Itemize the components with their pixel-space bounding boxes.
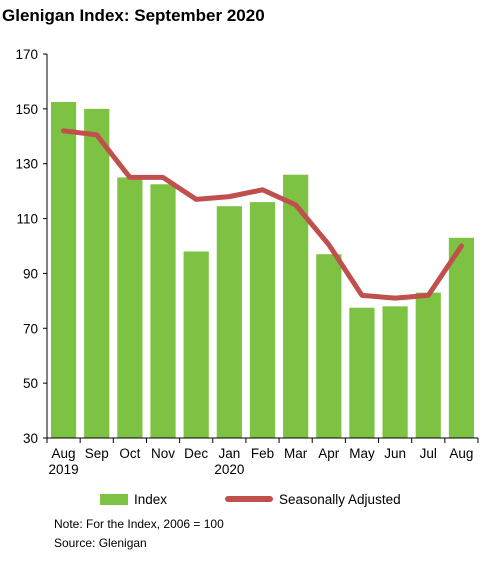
chart-title: Glenigan Index: September 2020: [2, 6, 265, 25]
x-tick-label-12: Aug: [449, 446, 473, 461]
y-tick-label-150: 150: [15, 102, 38, 117]
bar-index-4: [183, 251, 209, 438]
y-tick-label-110: 110: [16, 212, 38, 227]
bars-layer: [50, 102, 475, 438]
bar-index-10: [382, 306, 408, 438]
y-tick-label-30: 30: [23, 431, 38, 446]
x-tick-label-7: Mar: [284, 446, 308, 461]
y-tick-label-70: 70: [23, 321, 38, 336]
x-tick-label-5: Jan 2020: [214, 446, 244, 477]
x-tick-label-9: May: [349, 446, 375, 461]
x-tick-label-3: Nov: [151, 446, 175, 461]
x-tick-label-8: Apr: [318, 446, 340, 461]
x-tick-label-11: Jul: [420, 446, 437, 461]
bar-index-2: [117, 177, 143, 438]
x-tick-label-4: Dec: [184, 446, 208, 461]
note-text: Note: For the Index, 2006 = 100: [54, 517, 224, 531]
axes-layer: 30 50 70 90 110 130 150 170 Aug 2019 Sep Oct Nov Dec J…: [15, 47, 479, 477]
legend-label-index: Index: [134, 491, 168, 507]
bar-index-1: [84, 108, 110, 438]
x-tick-label-1: Sep: [85, 446, 109, 461]
bar-index-12: [448, 237, 475, 438]
legend-swatch-seasonally-adjusted: [225, 496, 273, 502]
line-layer: [61, 128, 464, 301]
y-tick-label-90: 90: [23, 266, 38, 281]
y-tick-label-50: 50: [23, 376, 38, 391]
legend-swatch-index: [100, 493, 128, 505]
x-tick-label-0: Aug 2019: [49, 446, 79, 477]
y-tick-label-130: 130: [15, 157, 38, 172]
bar-index-8: [316, 254, 342, 438]
source-text: Source: Glenigan: [54, 536, 147, 550]
legend-item-seasonally-adjusted: Seasonally Adjusted: [225, 491, 401, 507]
bar-index-3: [150, 184, 176, 438]
y-tick-label-170: 170: [15, 47, 38, 62]
x-tick-label-10: Jun: [384, 446, 406, 461]
legend-label-seasonally-adjusted: Seasonally Adjusted: [279, 491, 401, 507]
legend-item-index: Index: [100, 491, 167, 507]
bar-index-9: [349, 307, 375, 438]
x-tick-label-6: Feb: [251, 446, 274, 461]
bar-index-6: [249, 202, 276, 438]
bar-index-11: [415, 292, 441, 438]
bar-index-0: [50, 102, 77, 438]
bar-index-5: [216, 206, 242, 438]
x-tick-label-2: Oct: [119, 446, 140, 461]
